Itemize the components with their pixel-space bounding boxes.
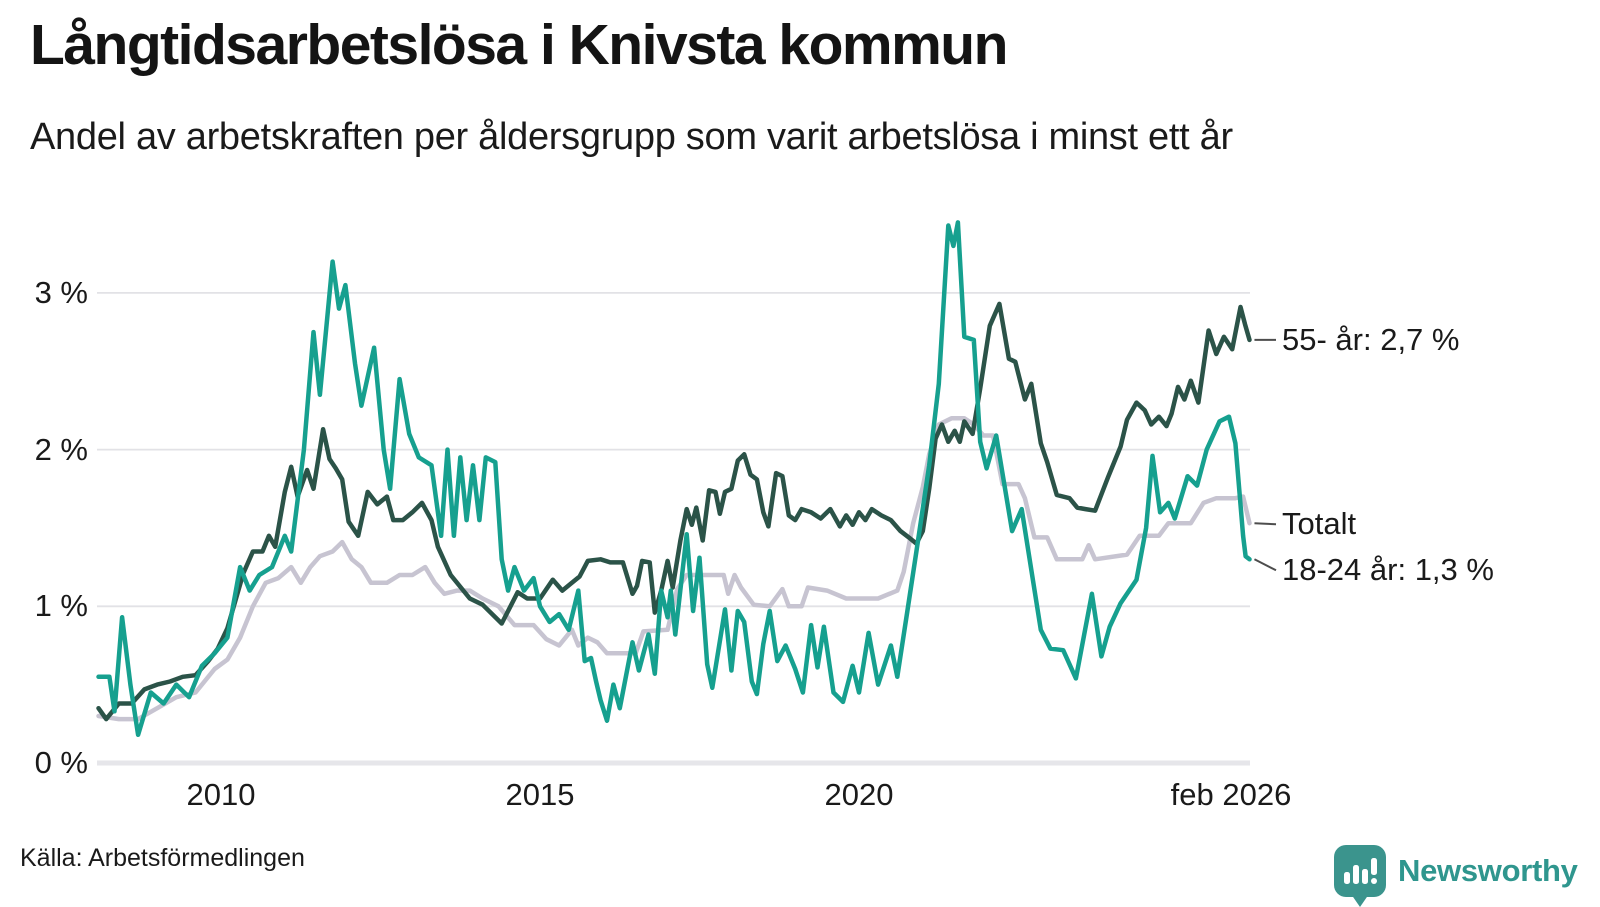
x-tick-label-2010: 2010 (186, 777, 256, 812)
exclamation-mark (1371, 858, 1377, 875)
label-connector-totalt (1254, 522, 1277, 526)
newsworthy-logo-text: Newsworthy (1398, 853, 1578, 888)
series-line-55-r (96, 301, 1252, 722)
x-tick-label-feb-2026: feb 2026 (1170, 777, 1292, 812)
label-connector-18-24-r (1254, 558, 1277, 572)
series-line-18-24-r (96, 220, 1252, 738)
exclamation-dot (1371, 878, 1377, 884)
x-tick-label-2015: 2015 (505, 777, 575, 812)
y-tick-label-3: 3 % (34, 274, 88, 310)
y-tick-label-2: 2 % (34, 431, 88, 467)
y-tick-label-1: 1 % (34, 588, 88, 624)
series-end-label-totalt: Totalt (1282, 506, 1357, 542)
series-end-label-18-24-r: 18-24 år: 1,3 % (1282, 552, 1494, 588)
bar-chart-bar (1353, 865, 1359, 884)
bar-chart-bar (1362, 869, 1368, 884)
page-title: Långtidsarbetslösa i Knivsta kommun (30, 13, 1008, 77)
newsworthy-logo: Newsworthy (1334, 840, 1578, 907)
source-text: Källa: Arbetsförmedlingen (20, 844, 305, 872)
x-tick-label-2020: 2020 (824, 777, 894, 812)
speech-bubble-tail (1351, 894, 1369, 907)
series-end-label-55-r: 55- år: 2,7 % (1282, 321, 1460, 357)
page-subtitle: Andel av arbetskraften per åldersgrupp s… (30, 116, 1233, 158)
bar-chart-bar (1344, 872, 1350, 884)
newsworthy-speech-bubble-bar-chart-icon (1334, 845, 1386, 907)
y-tick-label-0: 0 % (34, 745, 88, 780)
